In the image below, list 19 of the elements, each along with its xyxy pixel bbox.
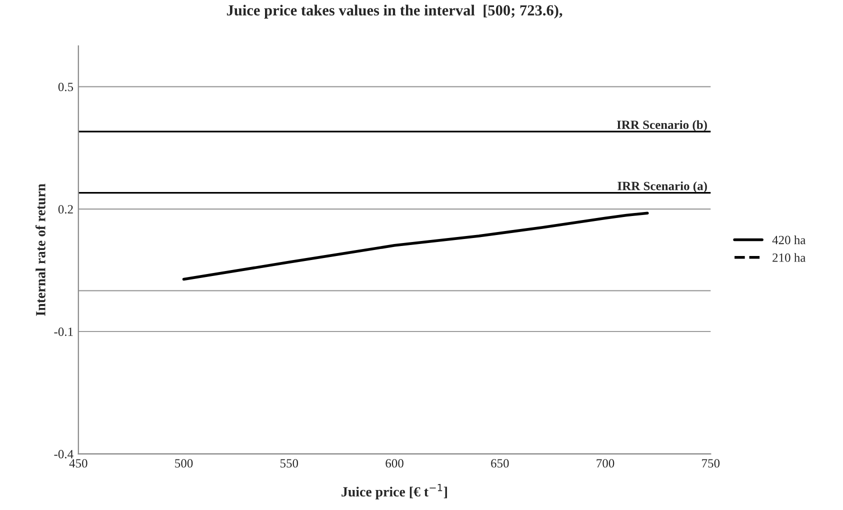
legend-label: 420 ha (772, 235, 806, 244)
x-tick-label: 650 (491, 459, 509, 468)
ref-line-label: IRR Scenario (b) (616, 120, 707, 132)
chart-title: Juice price takes values in the interval [500; 723.6), (226, 4, 562, 19)
y-axis-title: Internal rate of return (35, 184, 46, 316)
y-tick-label: 0.2 (58, 205, 73, 214)
x-tick-label: 700 (596, 459, 614, 468)
ref-line-label: IRR Scenario (a) (618, 181, 707, 193)
y-tick-label: -0.4 (54, 450, 74, 458)
line-series (182, 212, 649, 281)
x-tick-label: 600 (386, 459, 404, 468)
x-tick-label: 550 (280, 459, 298, 468)
legend-label: 210 ha (772, 253, 806, 262)
x-tick-label: 750 (702, 459, 720, 468)
y-tick-label: 0.5 (58, 82, 74, 92)
y-tick-label: -0.1 (54, 328, 73, 336)
x-tick-label: 500 (175, 459, 193, 468)
x-axis-title: Juice price [€ t$^{−1}$] (342, 484, 447, 500)
x-tick-label: 450 (69, 459, 88, 468)
